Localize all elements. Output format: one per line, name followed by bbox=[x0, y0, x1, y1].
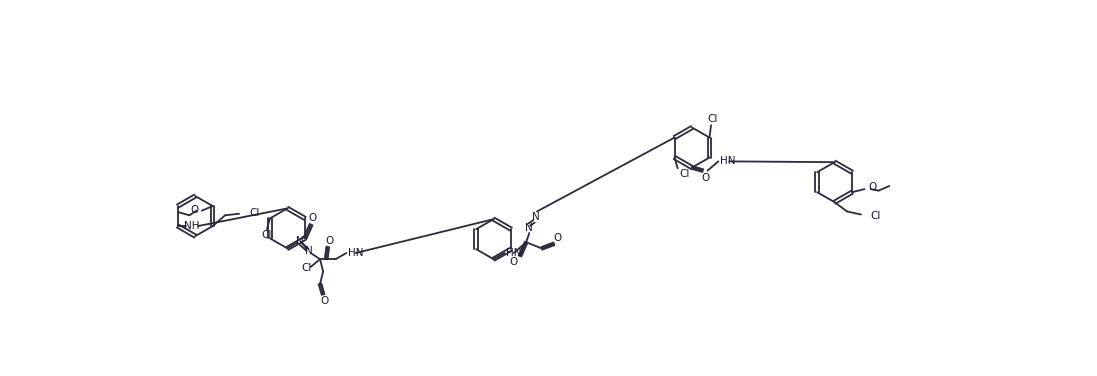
Text: N: N bbox=[532, 212, 540, 222]
Text: Cl: Cl bbox=[249, 208, 260, 218]
Text: NH: NH bbox=[184, 221, 200, 231]
Text: O: O bbox=[510, 257, 518, 267]
Text: O: O bbox=[869, 182, 877, 192]
Text: O: O bbox=[325, 236, 333, 246]
Text: Cl: Cl bbox=[301, 264, 312, 273]
Text: HN: HN bbox=[348, 248, 363, 258]
Text: O: O bbox=[191, 205, 199, 215]
Text: HN: HN bbox=[506, 248, 521, 258]
Text: Cl: Cl bbox=[679, 170, 690, 179]
Text: O: O bbox=[320, 296, 329, 306]
Text: Cl: Cl bbox=[708, 114, 717, 124]
Text: N: N bbox=[296, 237, 304, 247]
Text: HN: HN bbox=[720, 156, 735, 167]
Text: N: N bbox=[305, 246, 313, 256]
Text: O: O bbox=[308, 213, 317, 223]
Text: O: O bbox=[702, 173, 710, 183]
Text: Cl: Cl bbox=[870, 211, 881, 221]
Text: N: N bbox=[525, 223, 533, 233]
Text: O: O bbox=[553, 233, 562, 243]
Text: Cl: Cl bbox=[262, 230, 272, 240]
